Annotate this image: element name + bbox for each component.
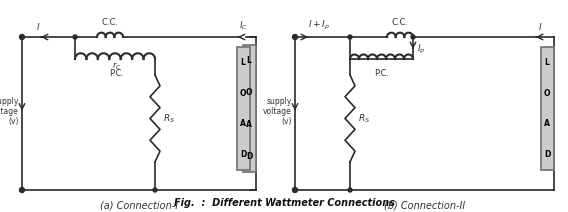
Text: P.C.: P.C.	[374, 69, 389, 78]
Text: $R_S$: $R_S$	[163, 112, 175, 125]
Circle shape	[73, 35, 77, 39]
Text: $I$: $I$	[36, 21, 40, 32]
Text: O: O	[544, 89, 550, 98]
Circle shape	[293, 35, 298, 39]
Text: L: L	[247, 56, 252, 65]
Text: D: D	[246, 152, 252, 161]
Circle shape	[19, 35, 24, 39]
Text: $r_C$: $r_C$	[112, 61, 122, 73]
Text: A: A	[246, 120, 252, 129]
Circle shape	[19, 187, 24, 192]
Text: $I + I_p$: $I + I_p$	[308, 19, 330, 32]
Text: $I$: $I$	[538, 21, 542, 32]
Bar	[243, 45, 256, 172]
Text: O: O	[240, 89, 247, 98]
Bar	[541, 47, 553, 170]
Text: A: A	[544, 119, 550, 128]
Text: P.C.: P.C.	[110, 69, 124, 78]
Text: A: A	[240, 119, 246, 128]
Text: C.C.: C.C.	[102, 18, 119, 27]
Text: O: O	[246, 88, 252, 97]
Text: L: L	[241, 58, 245, 67]
Circle shape	[153, 188, 157, 192]
Text: $I_C$: $I_C$	[240, 20, 249, 32]
Text: supply
voltage
(v): supply voltage (v)	[263, 97, 292, 126]
Text: $R_S$: $R_S$	[358, 112, 370, 125]
Text: (b) Connection-II: (b) Connection-II	[384, 200, 465, 210]
Text: supply
voltage
(v): supply voltage (v)	[0, 97, 19, 126]
Text: C.C.: C.C.	[391, 18, 408, 27]
Circle shape	[348, 35, 352, 39]
Circle shape	[411, 35, 415, 39]
Text: D: D	[240, 150, 246, 159]
Circle shape	[293, 187, 298, 192]
Text: L: L	[545, 58, 549, 67]
Text: (a) Connection-I: (a) Connection-I	[100, 200, 178, 210]
Text: Fig.  :  Different Wattmeter Connections: Fig. : Different Wattmeter Connections	[173, 198, 395, 208]
Text: D: D	[544, 150, 550, 159]
Text: $I_p$: $I_p$	[417, 42, 425, 56]
Circle shape	[348, 188, 352, 192]
Bar	[236, 47, 249, 170]
